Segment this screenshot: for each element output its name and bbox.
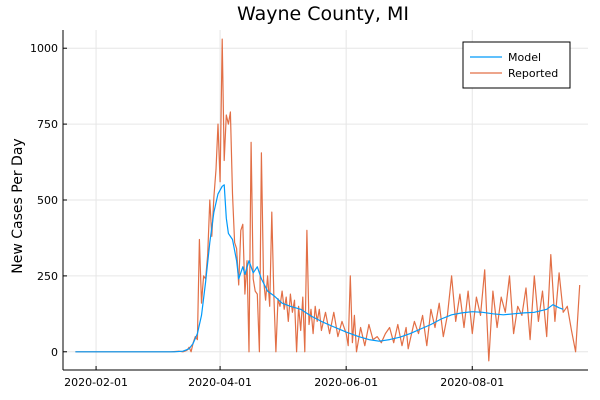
legend-box xyxy=(462,41,571,89)
legend-label-model: Model xyxy=(508,51,541,64)
series-line-model xyxy=(75,184,564,353)
y-tick-label: 0 xyxy=(51,346,58,359)
y-tick-label: 750 xyxy=(37,118,58,131)
axes xyxy=(62,30,588,371)
x-tick-label: 2020-04-01 xyxy=(188,376,252,389)
y-tick-label: 500 xyxy=(37,194,58,207)
x-tick-label: 2020-02-01 xyxy=(64,376,128,389)
x-tick-label: 2020-08-01 xyxy=(440,376,504,389)
y-axis-label: New Cases Per Day xyxy=(10,138,26,273)
tick-labels: 0 250 500 750 1000 2020-02-01 2020-04-01 2020-0… xyxy=(30,42,504,389)
series-line-reported xyxy=(75,38,581,362)
legend-label-reported: Reported xyxy=(508,67,558,80)
series-layer xyxy=(75,38,581,362)
y-tick-label: 1000 xyxy=(30,42,58,55)
legend: Model Reported xyxy=(462,41,571,89)
chart-title: Wayne County, MI xyxy=(237,3,409,25)
y-tick-label: 250 xyxy=(37,270,58,283)
x-tick-label: 2020-06-01 xyxy=(314,376,378,389)
